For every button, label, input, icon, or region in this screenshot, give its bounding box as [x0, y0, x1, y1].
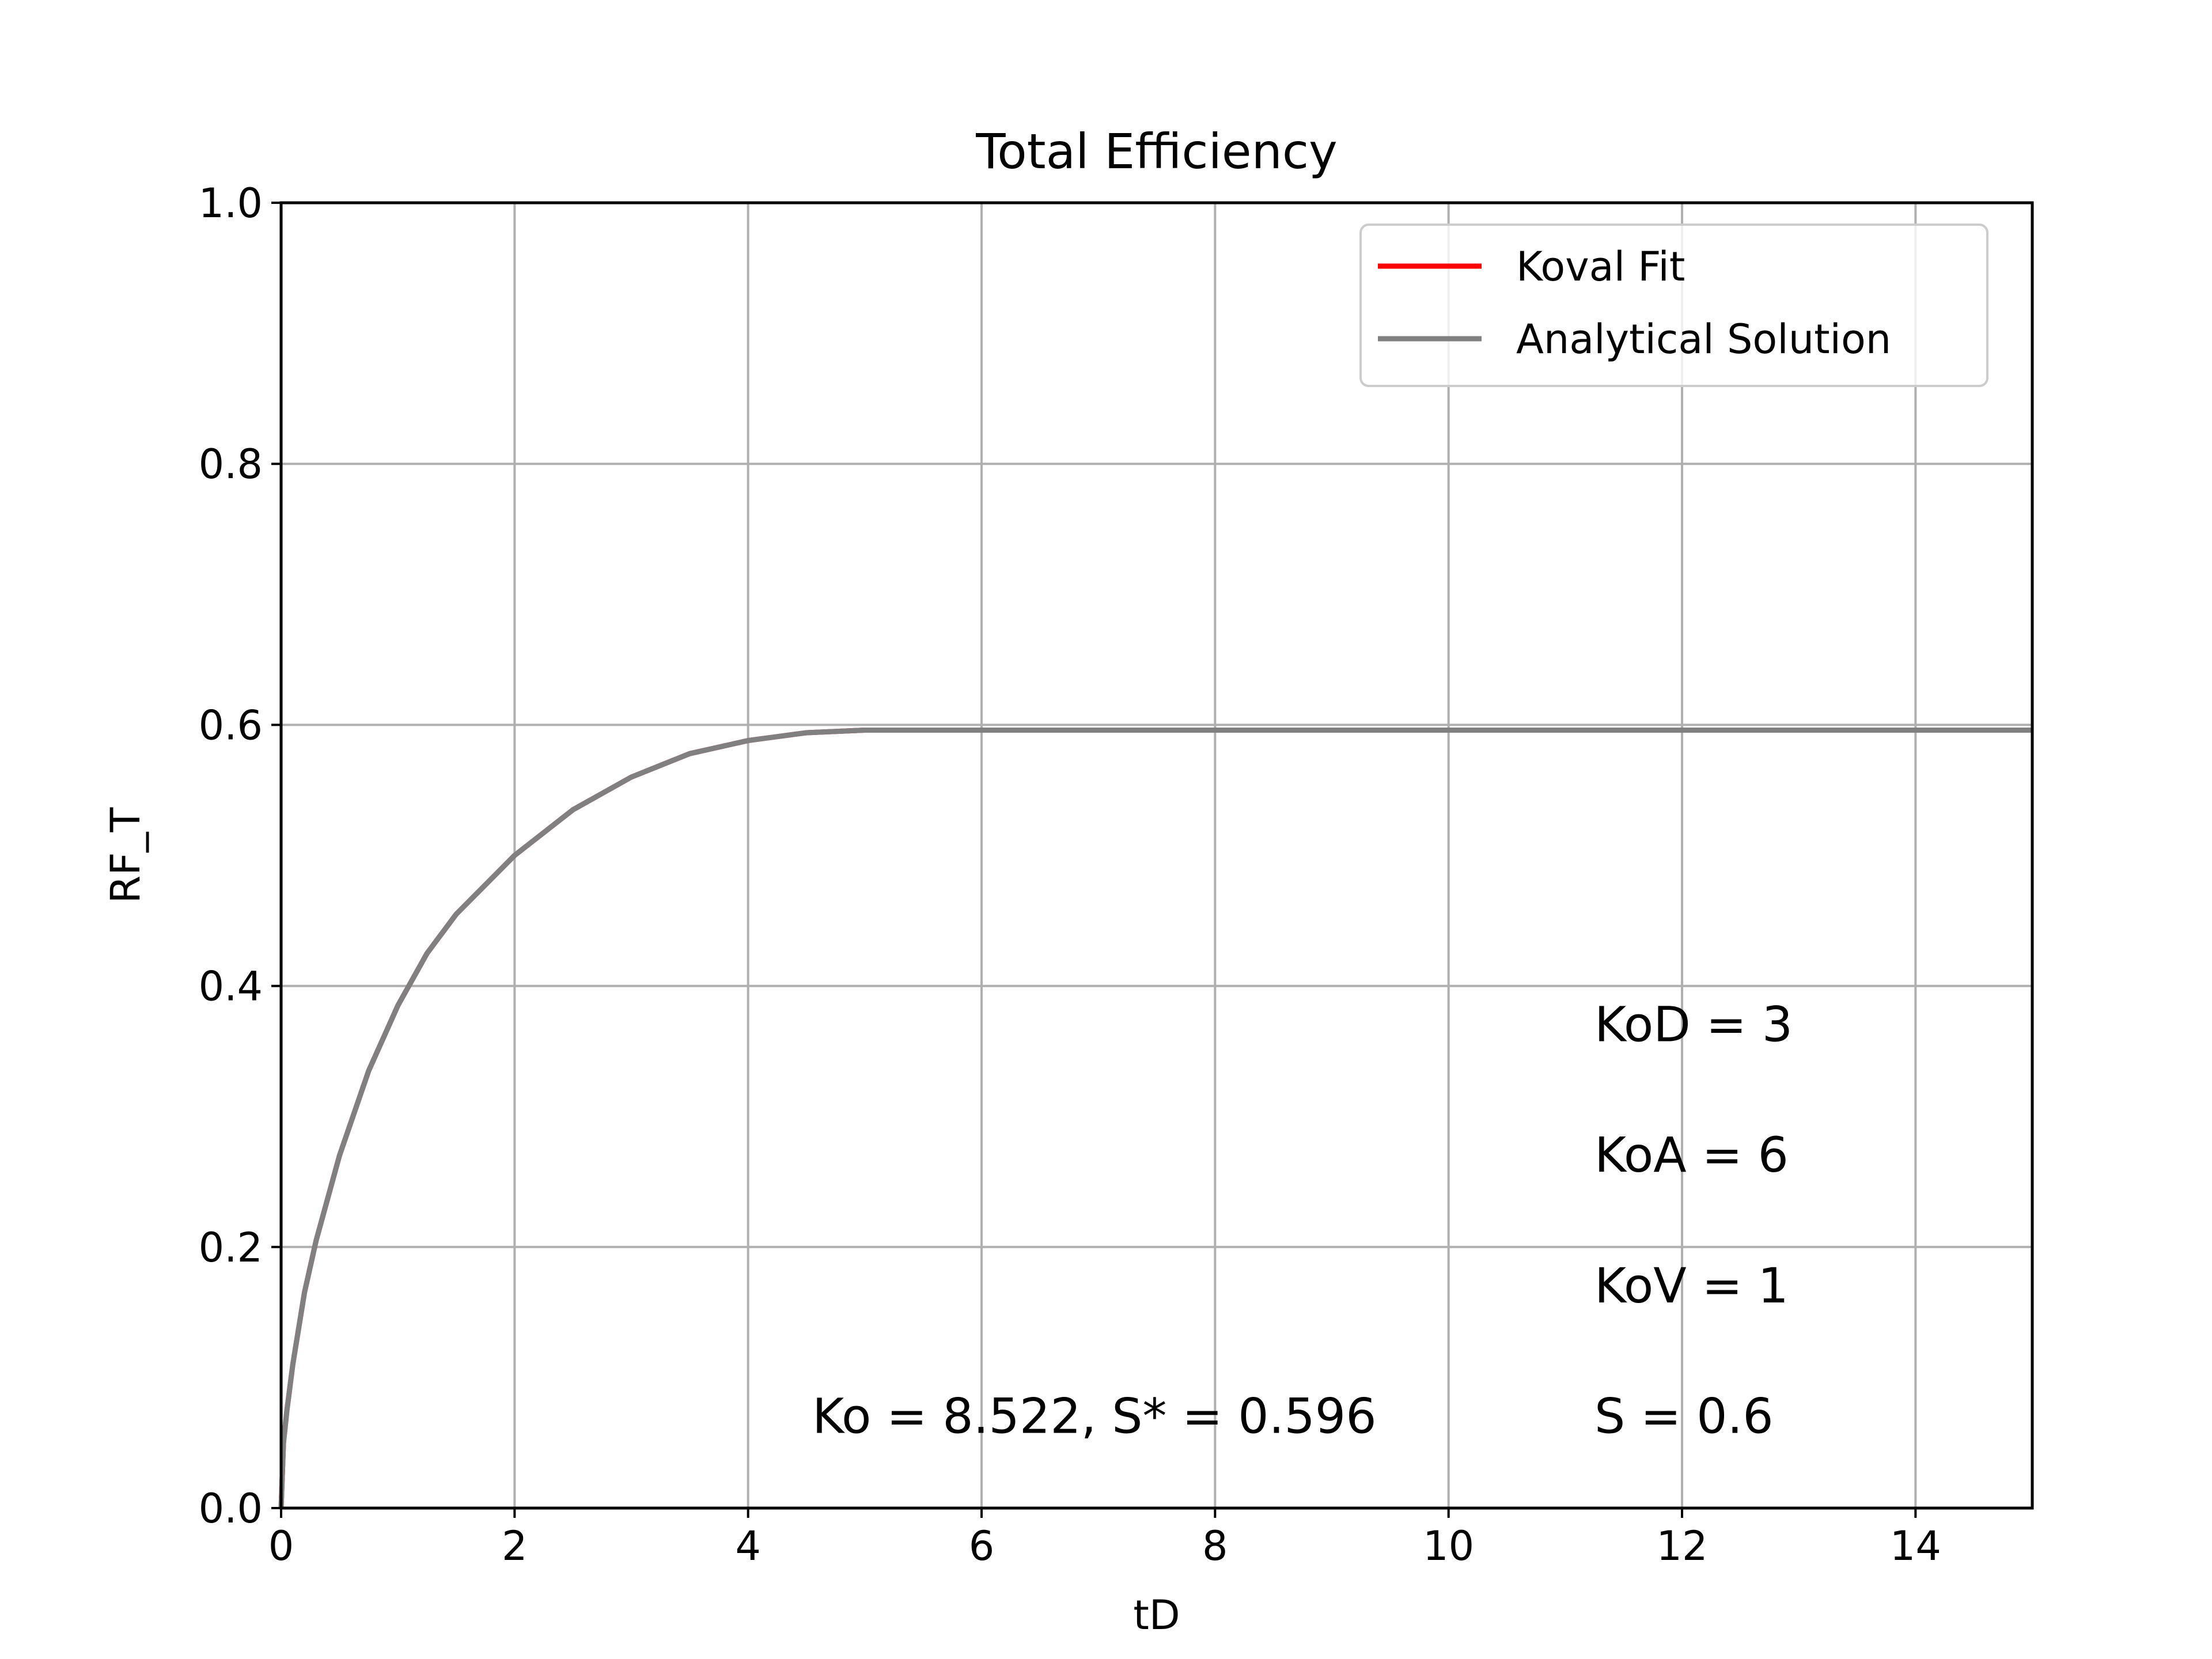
x-tick-label: 12 — [1656, 1522, 1707, 1570]
annotation: Ko = 8.522, S* = 0.596 — [812, 1388, 1377, 1444]
annotation: S = 0.6 — [1594, 1388, 1774, 1444]
y-tick-label: 0.2 — [199, 1224, 263, 1271]
x-tick-label: 0 — [268, 1522, 294, 1570]
ticks: 0 2 4 6 8 10 12 14 0.0 0.2 0.4 0.6 0.8 1.0 — [199, 180, 1941, 1570]
x-tick-label: 8 — [1202, 1522, 1228, 1570]
series-line-analytical-solution — [278, 728, 2032, 1509]
annotation: KoA = 6 — [1594, 1127, 1789, 1183]
y-tick-label: 0.4 — [199, 963, 263, 1010]
legend-label: Koval Fit — [1516, 243, 1685, 290]
legend-box — [1359, 224, 1988, 387]
chart-title: Total Efficiency — [975, 123, 1338, 180]
y-tick-label: 0.0 — [199, 1485, 263, 1532]
annotations: KoD = 3 KoA = 6 KoV = 1 S = 0.6 Ko = 8.522, … — [812, 997, 1793, 1445]
series-layer — [278, 728, 2032, 1509]
y-tick-label: 0.6 — [199, 702, 263, 749]
y-tick-label: 1.0 — [199, 180, 263, 227]
annotation: KoV = 1 — [1594, 1257, 1789, 1314]
legend-label: Analytical Solution — [1516, 316, 1891, 363]
x-tick-label: 4 — [735, 1522, 761, 1570]
y-axis-label: RF_T — [102, 807, 149, 903]
x-tick-label: 14 — [1890, 1522, 1941, 1570]
x-tick-label: 6 — [969, 1522, 995, 1570]
legend: Koval Fit Analytical Solution — [1359, 224, 1988, 387]
x-tick-label: 2 — [502, 1522, 528, 1570]
annotation: KoD = 3 — [1594, 997, 1793, 1053]
x-tick-label: 10 — [1423, 1522, 1474, 1570]
y-tick-label: 0.8 — [199, 441, 263, 488]
x-axis-label: tD — [1133, 1592, 1180, 1639]
plot-frame — [279, 201, 2034, 1510]
